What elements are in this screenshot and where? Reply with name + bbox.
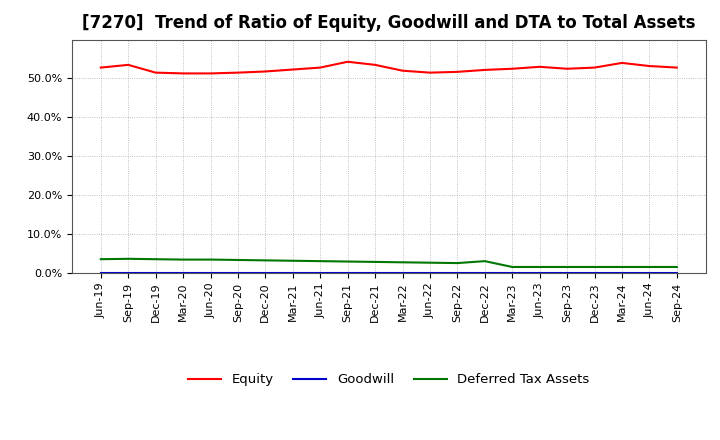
Equity [261, 69, 270, 74]
Deferred Tax Assets [261, 258, 270, 263]
Deferred Tax Assets [618, 264, 626, 270]
Line: Deferred Tax Assets: Deferred Tax Assets [101, 259, 677, 267]
Equity [233, 70, 242, 75]
Equity [96, 65, 105, 70]
Deferred Tax Assets [289, 258, 297, 264]
Goodwill [536, 270, 544, 275]
Equity [289, 67, 297, 72]
Deferred Tax Assets [508, 264, 516, 270]
Equity [618, 60, 626, 66]
Deferred Tax Assets [316, 258, 325, 264]
Equity [316, 65, 325, 70]
Deferred Tax Assets [179, 257, 187, 262]
Equity [563, 66, 572, 71]
Deferred Tax Assets [453, 260, 462, 266]
Deferred Tax Assets [371, 259, 379, 264]
Equity [508, 66, 516, 71]
Deferred Tax Assets [343, 259, 352, 264]
Equity [453, 69, 462, 74]
Equity [206, 71, 215, 76]
Goodwill [124, 270, 132, 275]
Goodwill [618, 270, 626, 275]
Equity [371, 62, 379, 67]
Title: [7270]  Trend of Ratio of Equity, Goodwill and DTA to Total Assets: [7270] Trend of Ratio of Equity, Goodwil… [82, 15, 696, 33]
Deferred Tax Assets [590, 264, 599, 270]
Equity [398, 68, 407, 73]
Deferred Tax Assets [398, 260, 407, 265]
Goodwill [316, 270, 325, 275]
Goodwill [179, 270, 187, 275]
Goodwill [151, 270, 160, 275]
Equity [480, 67, 489, 73]
Goodwill [289, 270, 297, 275]
Equity [590, 65, 599, 70]
Equity [536, 64, 544, 70]
Goodwill [590, 270, 599, 275]
Deferred Tax Assets [124, 256, 132, 261]
Goodwill [508, 270, 516, 275]
Deferred Tax Assets [645, 264, 654, 270]
Equity [151, 70, 160, 75]
Goodwill [371, 270, 379, 275]
Deferred Tax Assets [426, 260, 434, 265]
Goodwill [480, 270, 489, 275]
Goodwill [426, 270, 434, 275]
Goodwill [233, 270, 242, 275]
Goodwill [96, 270, 105, 275]
Goodwill [343, 270, 352, 275]
Goodwill [672, 270, 681, 275]
Deferred Tax Assets [563, 264, 572, 270]
Deferred Tax Assets [536, 264, 544, 270]
Goodwill [453, 270, 462, 275]
Goodwill [645, 270, 654, 275]
Goodwill [398, 270, 407, 275]
Equity [124, 62, 132, 67]
Equity [426, 70, 434, 75]
Goodwill [261, 270, 270, 275]
Equity [179, 71, 187, 76]
Deferred Tax Assets [480, 258, 489, 264]
Goodwill [563, 270, 572, 275]
Goodwill [206, 270, 215, 275]
Equity [343, 59, 352, 64]
Equity [645, 63, 654, 69]
Deferred Tax Assets [672, 264, 681, 270]
Equity [672, 65, 681, 70]
Line: Equity: Equity [101, 62, 677, 73]
Legend: Equity, Goodwill, Deferred Tax Assets: Equity, Goodwill, Deferred Tax Assets [183, 368, 595, 392]
Deferred Tax Assets [233, 257, 242, 263]
Deferred Tax Assets [206, 257, 215, 262]
Deferred Tax Assets [151, 257, 160, 262]
Deferred Tax Assets [96, 257, 105, 262]
